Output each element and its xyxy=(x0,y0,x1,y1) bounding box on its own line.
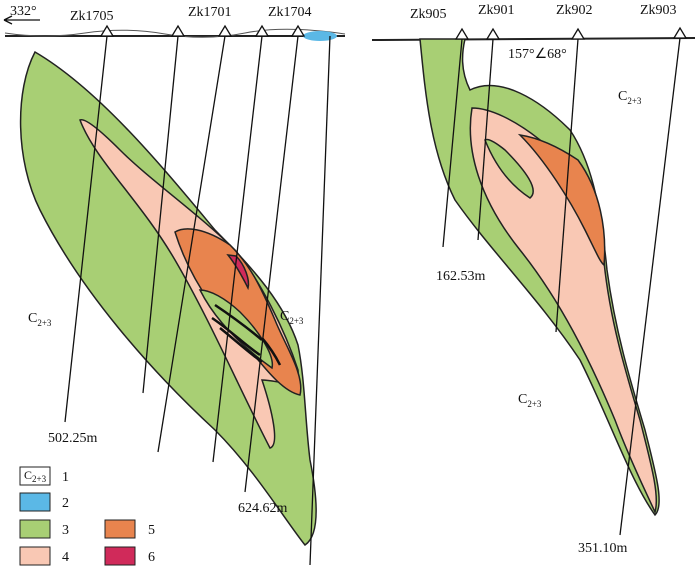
drill-heads xyxy=(99,24,306,37)
drill-lines xyxy=(64,35,331,566)
legend-number: 3 xyxy=(62,523,69,538)
right-section: Zk905 Zk901 Zk902 Zk903 157°∠68° 162.53m… xyxy=(371,3,696,556)
formation-label: C2+3 xyxy=(28,311,52,328)
legend-number: 4 xyxy=(62,550,69,565)
borehole-label: Zk1704 xyxy=(268,5,312,20)
depth-label: 351.10m xyxy=(578,541,628,556)
pink-body xyxy=(79,119,299,449)
formation-label: C2+3 xyxy=(618,89,642,106)
azimuth: 332° xyxy=(10,4,37,19)
legend-symbol: C2+3 xyxy=(24,468,47,484)
depth-label: 502.25m xyxy=(48,431,98,446)
legend xyxy=(19,466,136,566)
legend-swatch xyxy=(104,546,136,566)
legend-swatch xyxy=(19,519,51,539)
legend-number: 6 xyxy=(148,550,155,565)
borehole-label: Zk1705 xyxy=(70,9,114,24)
formation-label: C2+3 xyxy=(280,309,304,326)
legend-swatch xyxy=(19,492,51,512)
terrain xyxy=(4,28,346,38)
formation-label: C2+3 xyxy=(518,392,542,409)
legend-number: 5 xyxy=(148,523,155,538)
legend-number: 2 xyxy=(62,496,69,511)
water xyxy=(303,31,337,41)
borehole-label: Zk901 xyxy=(478,3,515,18)
borehole-label: Zk903 xyxy=(640,3,677,18)
drill-lines xyxy=(442,37,681,536)
legend-swatch xyxy=(19,546,51,566)
attitude: 157°∠68° xyxy=(508,47,567,62)
borehole-label: Zk1701 xyxy=(188,5,232,20)
legend-swatch xyxy=(104,519,136,539)
legend-number: 1 xyxy=(62,470,69,485)
legend-swatch xyxy=(19,466,51,486)
left-section: 332° Zk1705 Zk1701 Zk1704 502.25m 624.62… xyxy=(3,4,346,566)
depth-label: 162.53m xyxy=(436,269,486,284)
depth-label: 624.62m xyxy=(238,501,288,516)
drill-heads xyxy=(454,26,688,40)
borehole-label: Zk902 xyxy=(556,3,593,18)
green-body xyxy=(19,50,317,547)
inner-green xyxy=(484,138,534,199)
borehole-label: Zk905 xyxy=(410,7,447,22)
orange-body xyxy=(517,133,606,267)
black-lenses xyxy=(211,303,282,366)
azimuth-arrow xyxy=(3,15,40,25)
